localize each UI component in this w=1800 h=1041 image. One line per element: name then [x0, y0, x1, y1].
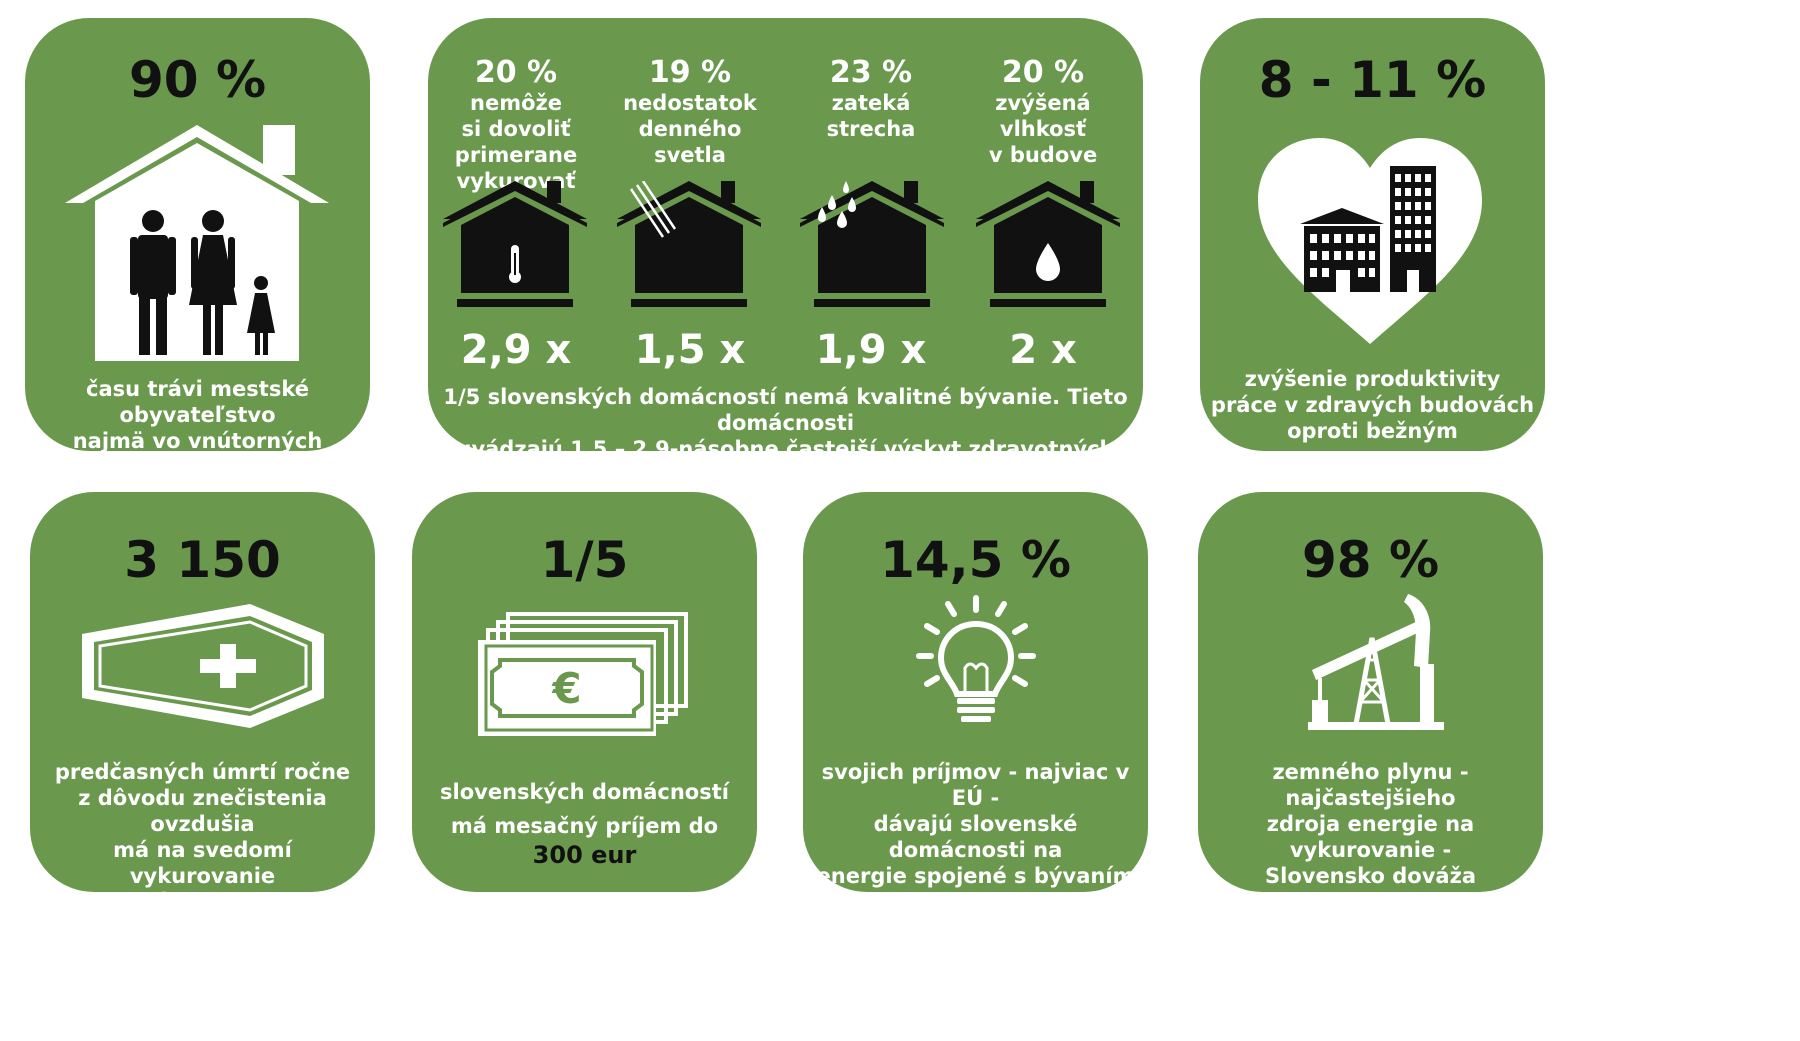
house-humidity-icon — [976, 181, 1120, 307]
stat-card-premature-deaths: 3 150 predčasných úmrtí ročne z dôvodu z… — [30, 492, 375, 914]
risk-multiplier: 2 x — [1009, 327, 1077, 373]
stat-caption: zemného plynu - najčastejšieho zdroja en… — [1265, 760, 1476, 888]
housing-issue-humidity: 20 % zvýšená vlhkosť v budove — [988, 55, 1098, 168]
family-in-house-icon — [65, 125, 329, 361]
stat-value: 90 % — [128, 51, 267, 109]
heart-buildings-icon — [1258, 138, 1482, 344]
income-threshold: 300 eur — [532, 841, 637, 869]
stat-card-energy-spending: 14,5 % svojich príjmov - najviac v EÚ - … — [803, 492, 1148, 892]
stat-caption: predčasných úmrtí ročne z dôvodu znečist… — [54, 760, 351, 914]
risk-multiplier: 1,5 x — [634, 327, 746, 373]
house-leaking-roof-icon — [800, 181, 944, 307]
stat-value: 1/5 — [540, 531, 629, 589]
stat-card-gas-import: 98 % zemného plynu - najčastejšieho zdro… — [1198, 492, 1543, 892]
stat-value: 8 - 11 % — [1258, 51, 1487, 109]
stat-caption: času trávi mestské obyvateľstvo najmä vo… — [72, 377, 323, 479]
house-thermometer-icon — [443, 181, 587, 307]
housing-issue-heating: 20 % nemôže si dovoliť primerane vykurov… — [454, 55, 578, 194]
risk-multiplier: 1,9 x — [815, 327, 927, 373]
light-bulb-icon — [916, 595, 1036, 722]
stat-value: 14,5 % — [880, 531, 1071, 589]
housing-quality-caption: 1/5 slovenských domácností nemá kvalitné… — [443, 385, 1128, 487]
housing-quality-card: 20 % nemôže si dovoliť primerane vykurov… — [428, 18, 1143, 487]
stat-value: 3 150 — [124, 531, 281, 589]
stat-card-indoor-time: 90 % času trávi mestské obyvateľstvo naj… — [25, 18, 370, 479]
coffin-icon — [82, 604, 324, 728]
stat-value: 98 % — [1301, 531, 1440, 589]
housing-issue-roof-leak: 23 % zateká strecha — [826, 55, 916, 142]
house-light-icon — [617, 181, 761, 307]
euro-banknotes-icon: € — [478, 612, 688, 736]
stat-caption: zvýšenie produktivity práce v zdravých b… — [1210, 367, 1535, 443]
housing-issue-daylight: 19 % nedostatok denného svetla — [623, 55, 757, 168]
oil-pump-icon — [1308, 594, 1444, 730]
stat-caption: slovenských domácností má mesačný príjem… — [422, 779, 747, 871]
stat-card-low-income: 1/5 € slovenských domácností má mesačný … — [412, 492, 757, 892]
stat-card-productivity: 8 - 11 % zvýšenie produktivity práce v z… — [1200, 18, 1545, 451]
risk-multiplier: 2,9 x — [460, 327, 572, 373]
stat-caption: svojich príjmov - najviac v EÚ - dávajú … — [816, 760, 1135, 888]
svg-text:€: € — [551, 664, 581, 713]
